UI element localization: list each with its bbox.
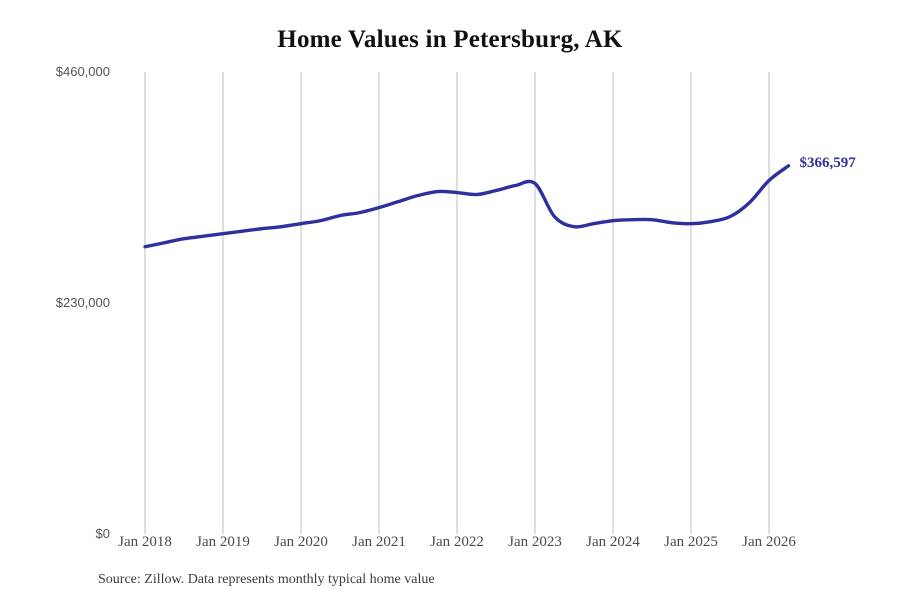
x-tick-label-0: Jan 2018 bbox=[118, 534, 172, 550]
page-title: Home Values in Petersburg, AK bbox=[277, 26, 623, 53]
end-value-label: $366,597 bbox=[799, 154, 856, 171]
x-tick-label-3: Jan 2021 bbox=[352, 534, 406, 550]
y-tick-label-460000: $460,000 bbox=[55, 64, 110, 79]
x-tick-label-8: Jan 2026 bbox=[742, 534, 796, 550]
x-tick-label-2: Jan 2020 bbox=[274, 534, 328, 550]
x-tick-label-6: Jan 2024 bbox=[586, 534, 640, 550]
source-note: Source: Zillow. Data represents monthly … bbox=[98, 572, 435, 587]
x-tick-label-4: Jan 2022 bbox=[430, 534, 484, 550]
x-tick-label-5: Jan 2023 bbox=[508, 534, 562, 550]
y-tick-label-0: $0 bbox=[95, 526, 110, 541]
x-tick-label-7: Jan 2025 bbox=[664, 534, 718, 550]
data-series-line bbox=[143, 164, 791, 249]
x-tick-label-1: Jan 2019 bbox=[196, 534, 250, 550]
gridlines bbox=[144, 72, 770, 534]
y-tick-label-230000: $230,000 bbox=[55, 295, 110, 310]
